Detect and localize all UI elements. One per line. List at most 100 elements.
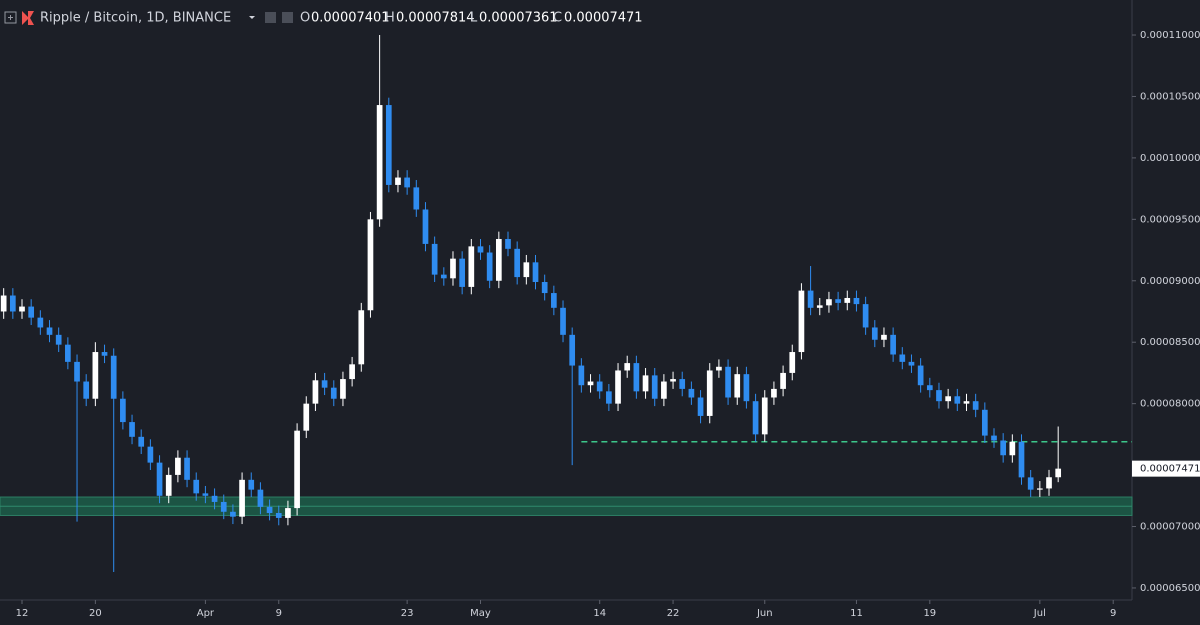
symbol-logo [22, 11, 34, 25]
candle-body [193, 479, 200, 494]
candle-body [175, 457, 181, 475]
x-tick-label: 23 [401, 608, 414, 619]
candle-body [734, 374, 741, 398]
ohlc-label: C [553, 11, 562, 26]
candle-body [1018, 441, 1025, 478]
candle-body [761, 397, 768, 435]
candle-body [321, 380, 328, 388]
candle-body [972, 401, 979, 410]
candle-body [349, 364, 355, 380]
candle-body [633, 363, 640, 392]
x-tick-label: May [470, 608, 491, 619]
candle-body [101, 352, 108, 356]
candle-body [945, 396, 951, 402]
candle-body [257, 489, 264, 507]
candle-body [340, 379, 346, 399]
eye-icon[interactable] [265, 12, 276, 23]
candle-body [816, 305, 823, 308]
x-tick-label: 9 [276, 608, 282, 619]
candle-body [28, 306, 35, 318]
candle-body [422, 209, 429, 244]
y-tick-label: 0.00010000 [1140, 153, 1200, 164]
x-tick-label: 19 [923, 608, 936, 619]
settings-icon[interactable] [282, 12, 293, 23]
y-tick-label: 0.00006500 [1140, 583, 1200, 594]
candle-body [413, 187, 420, 210]
ohlc-value: 0.00007471 [564, 11, 643, 26]
candle-body [532, 262, 539, 282]
candle-body [661, 381, 667, 399]
candle-body [110, 355, 117, 399]
y-tick-label: 0.00009000 [1140, 276, 1200, 287]
y-tick-label: 0.00008000 [1140, 399, 1200, 410]
candle-body [202, 493, 209, 496]
ohlc-value: 0.00007401 [311, 11, 390, 26]
x-tick-label: Jul [1033, 608, 1046, 619]
candle-body [862, 304, 869, 328]
candle-body [1037, 488, 1043, 490]
candle-body [294, 430, 300, 509]
candle-body [606, 391, 612, 404]
candle-body [743, 374, 750, 402]
collapse-icon-plus [8, 15, 13, 20]
candle-body [670, 379, 676, 382]
y-tick-label: 0.00008500 [1140, 337, 1200, 348]
y-tick-label: 0.00011000 [1140, 30, 1200, 41]
x-tick-label: 12 [16, 608, 29, 619]
ohlc-label: H [385, 11, 395, 26]
x-tick-label: 14 [593, 608, 606, 619]
symbol-title[interactable]: Ripple / Bitcoin, 1D, BINANCE [40, 11, 231, 26]
y-tick-label: 0.00010500 [1140, 91, 1200, 102]
candle-body [789, 352, 796, 373]
x-tick-label: 22 [667, 608, 680, 619]
candle-body [266, 506, 273, 514]
candle-body [716, 366, 722, 371]
x-tick-label: 20 [89, 608, 102, 619]
candle-body [275, 513, 282, 518]
candle-body [651, 375, 658, 399]
candle-body [1027, 477, 1034, 490]
candle-body [495, 238, 502, 281]
candle-body [459, 258, 465, 287]
x-tick-label: 11 [850, 608, 863, 619]
candle-body [1009, 441, 1016, 456]
candle-body [486, 252, 493, 281]
candle-body [551, 293, 557, 308]
candle-body [1000, 440, 1007, 456]
candle-body [450, 258, 456, 279]
candle-body [239, 479, 245, 517]
candle-body [0, 295, 7, 312]
candle-body [871, 327, 878, 340]
collapse-icon[interactable] [4, 11, 17, 24]
candle-body [468, 246, 475, 287]
candle-body [706, 370, 713, 416]
candle-body [807, 290, 814, 308]
candle-body [679, 379, 686, 389]
candle-body [74, 361, 80, 382]
candle-body [578, 365, 585, 386]
candle-body [404, 177, 410, 188]
candle-body [917, 365, 924, 386]
dropdown-caret[interactable] [249, 16, 255, 19]
candle-body [541, 281, 548, 294]
candle-body [138, 436, 145, 447]
candle-body [55, 334, 62, 345]
candle-body [385, 105, 392, 185]
candle-body [285, 508, 291, 518]
candle-body [431, 243, 438, 275]
last-price-box [1132, 460, 1200, 477]
candle-body [505, 238, 511, 249]
candle-body [220, 501, 227, 512]
candle-body [129, 422, 135, 437]
candle-body [330, 387, 337, 399]
candle-body [881, 334, 887, 340]
candle-body [358, 310, 365, 365]
candle-body [569, 334, 576, 366]
candle-body [587, 381, 594, 386]
candle-body [367, 219, 374, 311]
candle-body [780, 372, 786, 389]
candle-body [211, 495, 218, 502]
candle-body [19, 306, 25, 312]
